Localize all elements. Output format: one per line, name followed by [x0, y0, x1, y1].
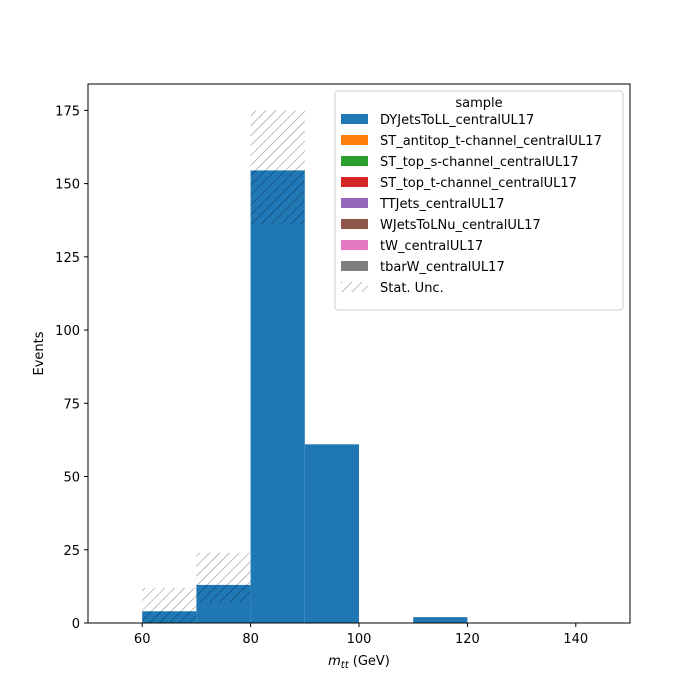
legend-swatch-tbarW_centralUL17	[341, 261, 368, 271]
x-axis-label-sub: tt	[341, 660, 350, 671]
x-axis-label: mtt (GeV)	[328, 654, 390, 671]
legend-label-TTJets_centralUL17: TTJets_centralUL17	[379, 197, 505, 212]
y-tick-label: 0	[72, 617, 80, 632]
x-tick-label: 120	[455, 632, 480, 647]
y-axis-label: Events	[32, 331, 47, 375]
legend-swatch-WJetsToLNu_centralUL17	[341, 219, 368, 229]
legend-swatch-stat-unc	[341, 282, 368, 292]
legend-swatch-TTJets_centralUL17	[341, 198, 368, 208]
y-tick-label: 125	[55, 251, 80, 266]
legend-swatch-ST_top_t-channel_centralUL17	[341, 177, 368, 187]
bar-DYJetsToLL_centralUL17-bin-2	[250, 170, 305, 623]
stat-unc-band-1	[196, 552, 251, 603]
bars-layer	[142, 170, 468, 623]
stat-unc-band-2	[250, 110, 305, 225]
x-tick-label: 80	[242, 632, 259, 647]
legend-box	[334, 90, 624, 311]
x-tick-label: 60	[134, 632, 151, 647]
legend-label-ST_antitop_t-channel_centralUL17: ST_antitop_t-channel_centralUL17	[380, 134, 602, 149]
legend-label-ST_top_t-channel_centralUL17: ST_top_t-channel_centralUL17	[380, 176, 577, 191]
legend-label-tW_centralUL17: tW_centralUL17	[380, 239, 483, 254]
bar-DYJetsToLL_centralUL17-bin-3	[304, 444, 359, 623]
x-tick-label: 100	[347, 632, 372, 647]
legend: sample DYJetsToLL_centralUL17 ST_antitop_…	[334, 90, 624, 311]
y-tick-label: 25	[63, 544, 80, 559]
legend-label-Stat. Unc.: Stat. Unc.	[380, 281, 444, 296]
y-tick-label: 75	[63, 397, 80, 412]
y-tick-label: 50	[63, 471, 80, 486]
legend-swatch-DYJetsToLL_centralUL17	[341, 114, 368, 124]
legend-swatch-ST_antitop_t-channel_centralUL17	[341, 135, 368, 145]
bar-DYJetsToLL_centralUL17-bin-5	[413, 617, 468, 623]
legend-label-ST_top_s-channel_centralUL17: ST_top_s-channel_centralUL17	[380, 155, 579, 170]
x-tick-label: 140	[563, 632, 588, 647]
x-axis-label-unit: (GeV)	[349, 654, 390, 669]
legend-items: DYJetsToLL_centralUL17 ST_antitop_t-chann…	[341, 113, 602, 296]
legend-label-DYJetsToLL_centralUL17: DYJetsToLL_centralUL17	[380, 113, 534, 128]
uncertainty-layer	[142, 110, 305, 623]
stat-unc-band-0	[142, 587, 197, 623]
y-tick-label: 175	[55, 104, 80, 119]
y-tick-label: 150	[55, 178, 80, 193]
ticks-layer: 60 80 100 120 140 0 25 50 75 100 125 150 175	[55, 104, 588, 647]
legend-title: sample	[455, 96, 502, 111]
legend-label-WJetsToLNu_centralUL17: WJetsToLNu_centralUL17	[380, 218, 541, 233]
legend-label-tbarW_centralUL17: tbarW_centralUL17	[380, 260, 505, 275]
legend-swatch-ST_top_s-channel_centralUL17	[341, 156, 368, 166]
x-axis-label-main: m	[328, 654, 341, 669]
y-tick-label: 100	[55, 324, 80, 339]
legend-swatch-tW_centralUL17	[341, 240, 368, 250]
